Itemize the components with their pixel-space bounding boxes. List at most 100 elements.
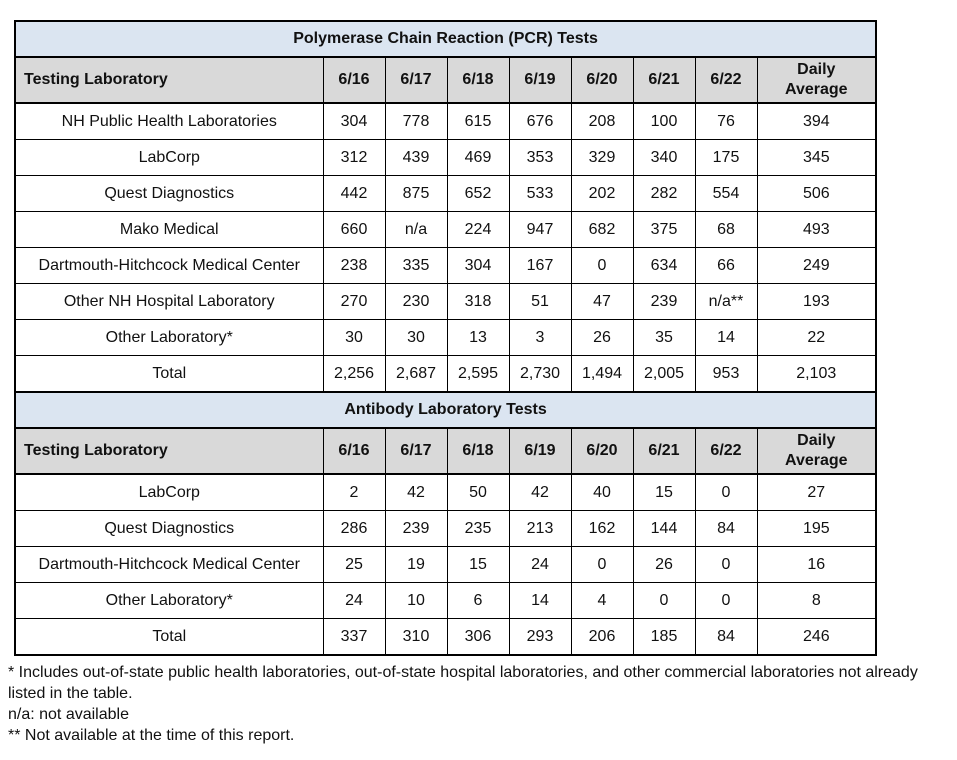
section-title-row-1: Antibody Laboratory Tests — [14, 391, 877, 429]
value-cell: 318 — [446, 283, 510, 320]
lab-name-cell: Quest Diagnostics — [14, 510, 324, 547]
lab-name-cell: LabCorp — [14, 139, 324, 176]
table-row: LabCorp 2 42 50 42 40 15 0 27 — [14, 473, 877, 511]
value-cell: 10 — [384, 582, 448, 619]
value-cell: 442 — [322, 175, 386, 212]
value-cell: 3 — [508, 319, 572, 356]
value-cell: 6 — [446, 582, 510, 619]
value-cell: 175 — [694, 139, 758, 176]
value-cell: 8 — [756, 582, 877, 619]
value-cell: 335 — [384, 247, 448, 284]
lab-name-cell: Mako Medical — [14, 211, 324, 248]
total-value-cell: 2,005 — [632, 355, 696, 393]
table-row: Other Laboratory* 24 10 6 14 4 0 0 8 — [14, 582, 877, 619]
table-row: Quest Diagnostics 442 875 652 533 202 282 554 50… — [14, 175, 877, 212]
value-cell: 0 — [570, 247, 634, 284]
value-cell: 0 — [570, 546, 634, 583]
section-title-row-0: Polymerase Chain Reaction (PCR) Tests — [14, 20, 877, 58]
column-header-date: 6/21 — [632, 56, 696, 104]
value-cell: 24 — [322, 582, 386, 619]
total-value-cell: 1,494 — [570, 355, 634, 393]
value-cell: 40 — [570, 473, 634, 511]
value-cell: 554 — [694, 175, 758, 212]
value-cell: 224 — [446, 211, 510, 248]
total-value-cell: 246 — [756, 618, 877, 656]
value-cell: 230 — [384, 283, 448, 320]
section-title: Antibody Laboratory Tests — [14, 391, 877, 429]
value-cell: 615 — [446, 102, 510, 140]
table-row: Dartmouth-Hitchcock Medical Center 25 19 15… — [14, 546, 877, 583]
value-cell: 167 — [508, 247, 572, 284]
value-cell: 50 — [446, 473, 510, 511]
value-cell: 286 — [322, 510, 386, 547]
total-value-cell: 2,730 — [508, 355, 572, 393]
lab-tests-body: Polymerase Chain Reaction (PCR) Tests Tes… — [14, 20, 877, 656]
value-cell: 26 — [570, 319, 634, 356]
column-header-daily-average: Daily Average — [756, 427, 877, 475]
value-cell: 2 — [322, 473, 386, 511]
table-row: LabCorp 312 439 469 353 329 340 175 345 — [14, 139, 877, 176]
total-value-cell: 953 — [694, 355, 758, 393]
total-value-cell: 185 — [632, 618, 696, 656]
header-row-1: Testing Laboratory 6/16 6/17 6/18 6/19 6/20 6/… — [14, 427, 877, 475]
value-cell: 76 — [694, 102, 758, 140]
value-cell: 329 — [570, 139, 634, 176]
value-cell: 634 — [632, 247, 696, 284]
value-cell: 144 — [632, 510, 696, 547]
value-cell: 202 — [570, 175, 634, 212]
value-cell: 0 — [632, 582, 696, 619]
value-cell: 652 — [446, 175, 510, 212]
value-cell: 100 — [632, 102, 696, 140]
value-cell: 193 — [756, 283, 877, 320]
total-value-cell: 2,595 — [446, 355, 510, 393]
value-cell: 22 — [756, 319, 877, 356]
section-title: Polymerase Chain Reaction (PCR) Tests — [14, 20, 877, 58]
value-cell: 26 — [632, 546, 696, 583]
value-cell: 15 — [632, 473, 696, 511]
value-cell: 208 — [570, 102, 634, 140]
total-value-cell: 2,687 — [384, 355, 448, 393]
value-cell: 312 — [322, 139, 386, 176]
total-value-cell: 293 — [508, 618, 572, 656]
column-header-date: 6/19 — [508, 427, 572, 475]
value-cell: 778 — [384, 102, 448, 140]
value-cell: 42 — [508, 473, 572, 511]
total-value-cell: 84 — [694, 618, 758, 656]
value-cell: 239 — [632, 283, 696, 320]
value-cell: 51 — [508, 283, 572, 320]
footnote-na: n/a: not available — [8, 706, 129, 724]
total-label-cell: Total — [14, 355, 324, 393]
value-cell: 235 — [446, 510, 510, 547]
column-header-date: 6/17 — [384, 427, 448, 475]
value-cell: 14 — [694, 319, 758, 356]
column-header-date: 6/22 — [694, 56, 758, 104]
column-header-date: 6/17 — [384, 56, 448, 104]
value-cell: 13 — [446, 319, 510, 356]
value-cell: 304 — [322, 102, 386, 140]
column-header-date: 6/22 — [694, 427, 758, 475]
value-cell: 162 — [570, 510, 634, 547]
total-value-cell: 337 — [322, 618, 386, 656]
value-cell: 660 — [322, 211, 386, 248]
value-cell: 66 — [694, 247, 758, 284]
total-value-cell: 2,103 — [756, 355, 877, 393]
table-row: Quest Diagnostics 286 239 235 213 162 144 84 195 — [14, 510, 877, 547]
total-row-1: Total 337 310 306 293 206 185 84 246 — [14, 618, 877, 656]
value-cell: 24 — [508, 546, 572, 583]
value-cell: 340 — [632, 139, 696, 176]
value-cell: 506 — [756, 175, 877, 212]
lab-tests-table: Polymerase Chain Reaction (PCR) Tests Tes… — [14, 20, 878, 656]
value-cell: 239 — [384, 510, 448, 547]
column-header-lab: Testing Laboratory — [14, 427, 324, 475]
total-value-cell: 310 — [384, 618, 448, 656]
value-cell: 249 — [756, 247, 877, 284]
value-cell: 42 — [384, 473, 448, 511]
column-header-date: 6/16 — [322, 427, 386, 475]
lab-name-cell: Dartmouth-Hitchcock Medical Center — [14, 247, 324, 284]
value-cell: 213 — [508, 510, 572, 547]
value-cell: 238 — [322, 247, 386, 284]
value-cell: 25 — [322, 546, 386, 583]
value-cell: 47 — [570, 283, 634, 320]
total-value-cell: 2,256 — [322, 355, 386, 393]
